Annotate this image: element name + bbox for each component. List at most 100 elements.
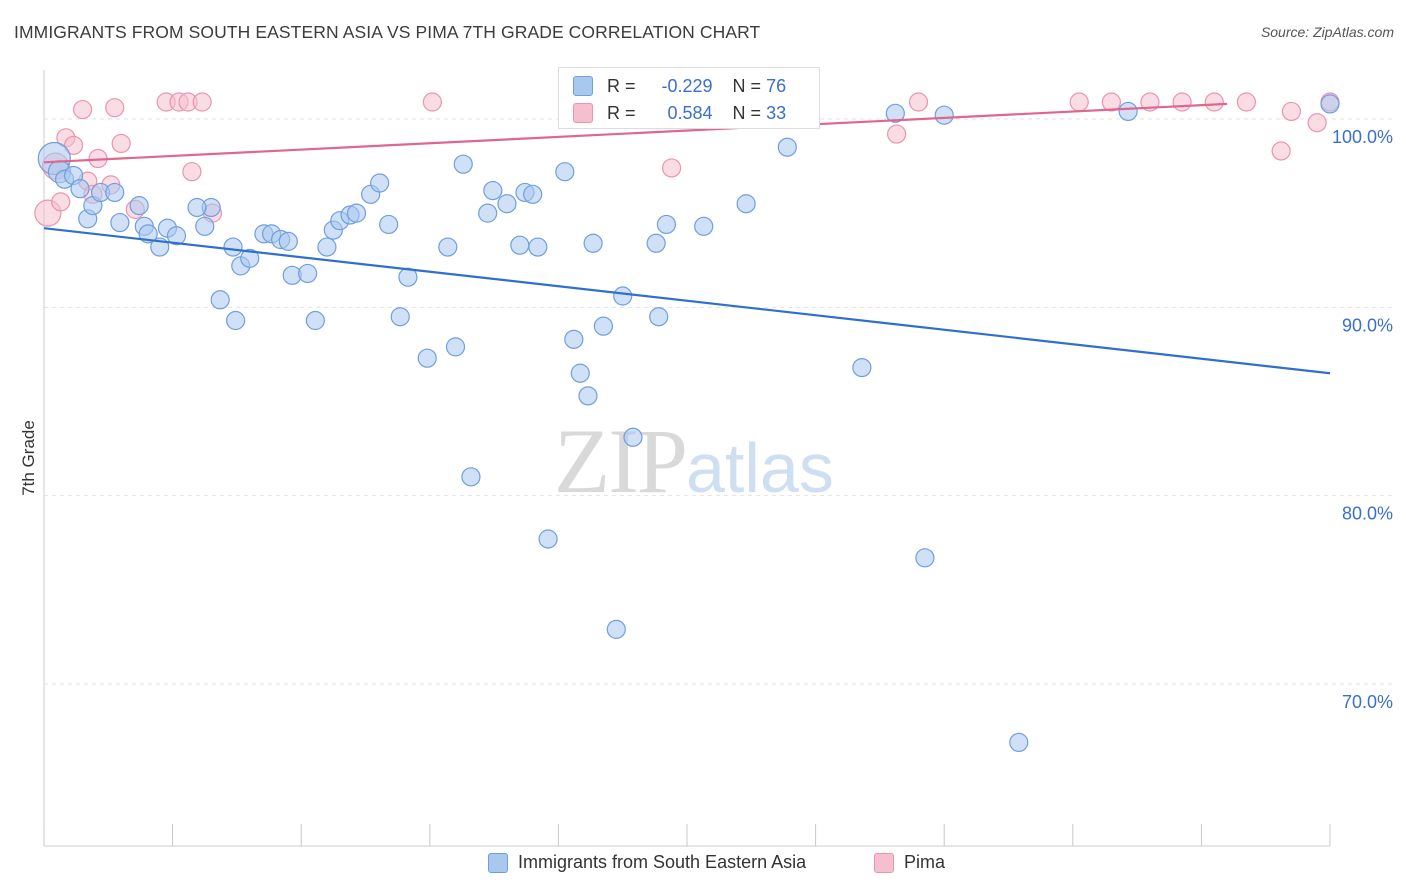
immigrants-point-60 xyxy=(606,619,626,639)
y-tick-label-2: 80.0% xyxy=(1342,504,1393,524)
legend-label-immigrants: Immigrants from South Eastern Asia xyxy=(518,852,807,872)
immigrants-point-63 xyxy=(646,233,666,253)
stats-row-blue: R = -0.229 N = 76 xyxy=(573,72,786,100)
source-label: Source: ZipAtlas.com xyxy=(1260,24,1394,40)
immigrants-point-59 xyxy=(593,316,614,336)
immigrants-point-23 xyxy=(210,290,230,310)
axes: 7th Grade xyxy=(19,70,1331,847)
y-tick-label-3: 70.0% xyxy=(1342,692,1393,712)
pink-n-value: 33 xyxy=(766,102,787,123)
pima-point-19 xyxy=(422,92,442,112)
tick-labels: 100.0%90.0%80.0%70.0%0.0%100.0% xyxy=(1332,127,1393,712)
blue-n-value: 76 xyxy=(766,75,787,96)
immigrants-point-18 xyxy=(240,248,260,268)
pima-point-21 xyxy=(887,124,907,144)
watermark: ZIPatlas xyxy=(554,408,834,514)
blue-n-label: N = xyxy=(732,75,762,96)
pima-point-28 xyxy=(1236,92,1257,112)
immigrants-point-29 xyxy=(298,263,318,284)
immigrants-points xyxy=(37,94,1340,753)
pima-point-2 xyxy=(51,192,71,212)
pima-point-20 xyxy=(661,158,682,178)
watermark-atlas: atlas xyxy=(686,429,834,507)
immigrants-point-14 xyxy=(195,216,215,236)
immigrants-point-75 xyxy=(1320,94,1340,114)
pima-point-27 xyxy=(1204,92,1224,112)
pima-point-30 xyxy=(1281,101,1302,122)
pima-point-10 xyxy=(105,98,125,118)
legend-swatch-blue xyxy=(488,852,508,873)
immigrants-point-62 xyxy=(623,427,643,447)
immigrants-point-74 xyxy=(885,103,905,123)
immigrants-point-51 xyxy=(523,184,543,204)
immigrants-point-66 xyxy=(694,216,714,236)
blue-r-value: -0.229 xyxy=(661,75,713,96)
pima-point-11 xyxy=(111,133,131,154)
legend-item-pima[interactable]: Pima xyxy=(874,852,945,873)
pink-n-label: N = xyxy=(732,102,762,123)
chart-title: IMMIGRANTS FROM SOUTH EASTERN ASIA VS PI… xyxy=(14,22,761,42)
immigrants-point-52 xyxy=(528,237,548,257)
immigrants-point-72 xyxy=(1009,732,1029,753)
immigrants-point-38 xyxy=(379,214,399,235)
pima-trendline xyxy=(43,102,1228,164)
watermark-zip: ZIP xyxy=(554,410,688,512)
immigrants-point-57 xyxy=(578,386,598,406)
pink-swatch xyxy=(573,103,593,123)
immigrants-point-30 xyxy=(305,310,325,331)
immigrants-point-27 xyxy=(278,231,298,251)
immigrants-point-8 xyxy=(105,182,125,203)
immigrants-point-73 xyxy=(1118,101,1138,122)
stats-row-pink: R = 0.584 N = 33 xyxy=(573,99,786,127)
y-tick-label-1: 90.0% xyxy=(1342,315,1393,335)
blue-r-label: R = xyxy=(607,75,636,96)
immigrants-point-67 xyxy=(736,194,756,214)
pima-point-22 xyxy=(908,92,929,112)
immigrants-point-37 xyxy=(370,173,390,193)
immigrants-point-4 xyxy=(70,179,90,199)
immigrants-point-16 xyxy=(223,237,243,257)
pink-r-value: 0.584 xyxy=(667,102,713,123)
immigrants-point-10 xyxy=(110,212,130,233)
pima-point-29 xyxy=(1271,141,1291,161)
immigrants-point-71 xyxy=(934,105,954,125)
immigrants-point-45 xyxy=(461,467,481,487)
immigrants-point-54 xyxy=(555,162,575,182)
immigrants-point-41 xyxy=(417,348,437,368)
immigrants-point-31 xyxy=(317,237,337,257)
immigrants-point-65 xyxy=(656,214,677,235)
immigrants-trendline xyxy=(43,227,1331,375)
pima-point-23 xyxy=(1069,92,1089,112)
immigrants-point-69 xyxy=(852,357,872,378)
legend-swatch-pink xyxy=(874,852,894,873)
immigrants-point-47 xyxy=(483,180,503,201)
pima-point-26 xyxy=(1172,92,1192,112)
immigrants-point-56 xyxy=(570,363,590,383)
y-axis-label: 7th Grade xyxy=(19,420,38,496)
regression-lines xyxy=(43,102,1331,375)
immigrants-point-24 xyxy=(226,310,246,331)
immigrants-point-13 xyxy=(166,226,187,246)
immigrants-point-42 xyxy=(438,237,458,257)
pima-point-5 xyxy=(72,99,93,120)
pink-r-label: R = xyxy=(607,102,636,123)
bottom-legend: Immigrants from South Eastern Asia Pima xyxy=(0,850,1406,880)
immigrants-point-43 xyxy=(445,337,466,357)
immigrants-point-35 xyxy=(346,203,367,223)
y-tick-label-0: 100.0% xyxy=(1332,127,1393,147)
immigrants-point-9 xyxy=(129,196,149,216)
pima-point-17 xyxy=(192,92,212,112)
stats-legend: R = -0.229 N = 76 R = 0.584 N = 33 xyxy=(558,67,820,129)
legend-label-pima: Pima xyxy=(904,852,946,872)
immigrants-point-61 xyxy=(613,286,633,306)
pima-point-16 xyxy=(182,162,202,182)
immigrants-point-70 xyxy=(915,548,935,568)
blue-swatch xyxy=(573,76,593,96)
legend-item-immigrants[interactable]: Immigrants from South Eastern Asia xyxy=(488,852,806,873)
immigrants-point-58 xyxy=(583,233,603,253)
immigrants-point-49 xyxy=(510,235,530,255)
pima-point-31 xyxy=(1307,113,1327,133)
scatter-chart: 7th Grade 100.0%90.0%80.0%70.0%0.0%100.0… xyxy=(19,70,1394,847)
immigrants-point-55 xyxy=(564,329,584,349)
immigrants-point-44 xyxy=(453,154,473,174)
